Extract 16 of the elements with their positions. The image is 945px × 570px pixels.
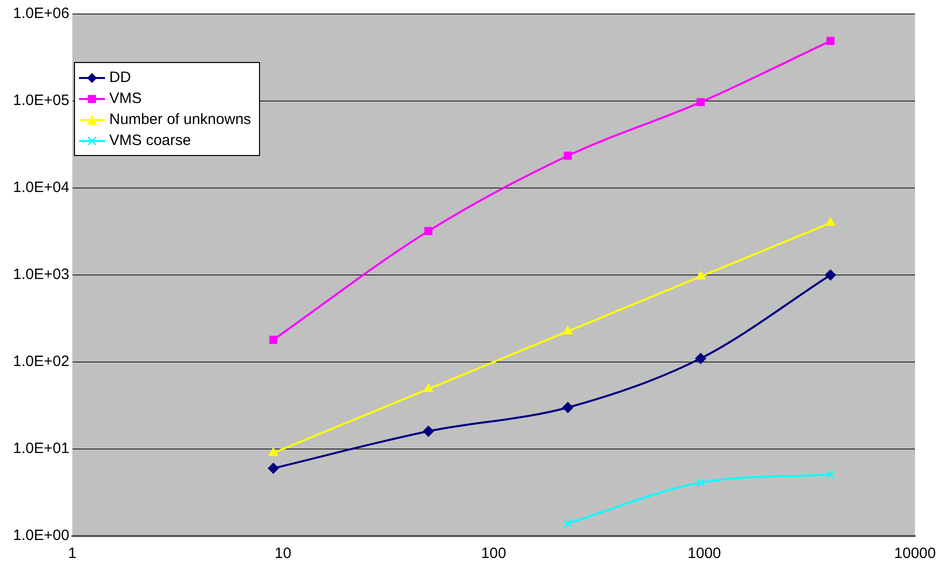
y-tick-label: 1.0E+01 xyxy=(12,440,70,458)
legend-label: VMS xyxy=(109,90,142,107)
x-tick-label: 10000 xyxy=(894,545,936,562)
legend-label: Number of unknowns xyxy=(109,111,252,128)
legend-label: DD xyxy=(109,69,131,86)
x-tick-label: 10 xyxy=(274,545,292,562)
y-tick-label: 1.0E+03 xyxy=(12,266,70,284)
x-tick-label: 1 xyxy=(68,545,76,562)
x-tick-label: 1000 xyxy=(688,545,722,562)
legend-label: VMS coarse xyxy=(109,132,191,149)
y-tick-label: 1.0E+06 xyxy=(12,5,70,22)
y-tick-label: 1.0E+05 xyxy=(12,92,70,110)
y-tick-label: 1.0E+00 xyxy=(12,527,70,544)
y-tick-label: 1.0E+04 xyxy=(12,179,70,196)
y-tick-label: 1.0E+02 xyxy=(12,353,70,370)
x-tick-label: 100 xyxy=(481,545,506,562)
